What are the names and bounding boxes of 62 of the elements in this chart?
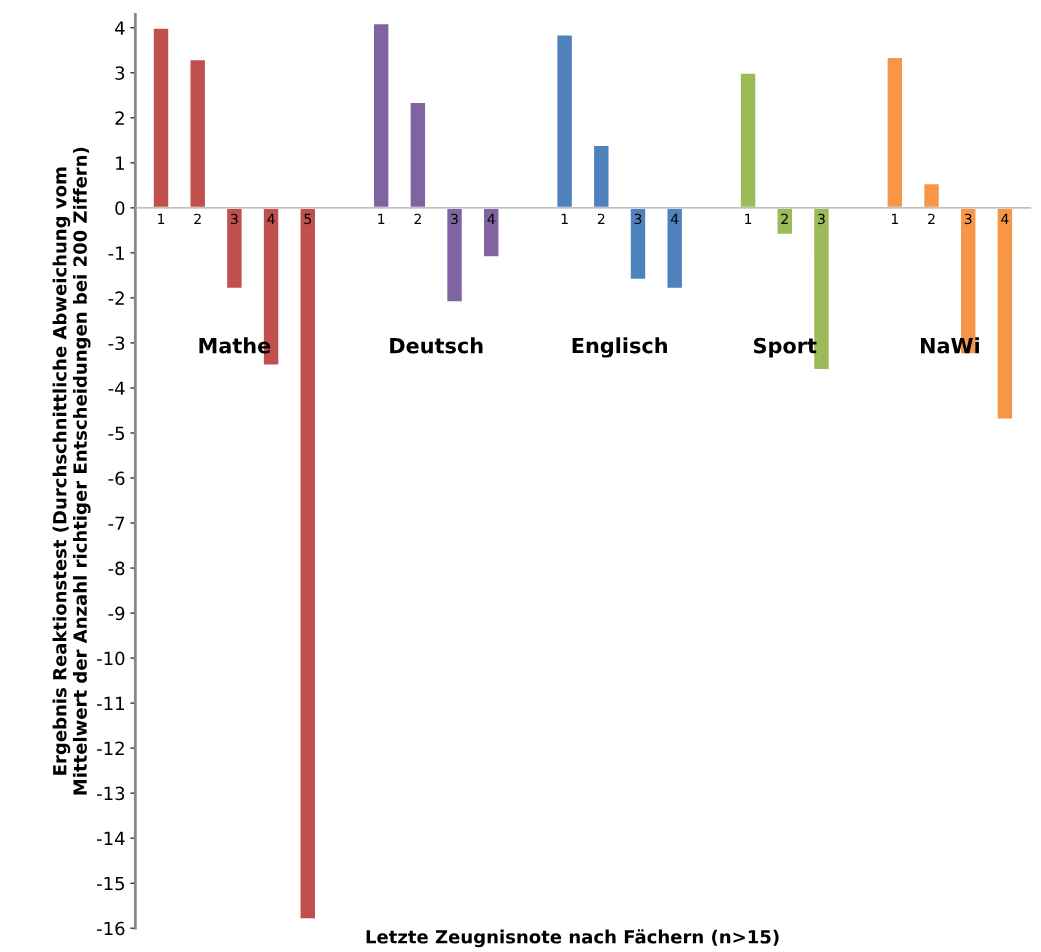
bar xyxy=(628,206,648,281)
bar xyxy=(775,206,795,236)
bar xyxy=(481,206,501,259)
y-tick-label: -2 xyxy=(108,291,124,305)
y-tick-label: -15 xyxy=(97,876,125,891)
y-tick-label: 4 xyxy=(115,21,125,35)
bar xyxy=(885,56,905,209)
x-tick-label: 3 xyxy=(634,213,642,225)
y-tick-label: -8 xyxy=(108,561,125,576)
bar xyxy=(555,33,574,209)
x-tick-label: 5 xyxy=(304,213,311,225)
y-tick-label: -13 xyxy=(97,786,125,801)
x-tick-label: 3 xyxy=(818,213,825,225)
x-tick-label: 1 xyxy=(378,213,385,224)
x-tick-label: 4 xyxy=(1001,213,1009,224)
y-tick-label: -6 xyxy=(108,471,125,486)
y-tick-label: -1 xyxy=(108,246,124,260)
x-tick-label: 4 xyxy=(267,213,275,224)
y-tick-label: -7 xyxy=(108,516,125,530)
y-tick-label: -11 xyxy=(97,696,124,710)
x-tick-label: 1 xyxy=(158,213,165,224)
bar xyxy=(922,182,941,209)
bar xyxy=(408,101,428,209)
y-tick-label: 0 xyxy=(115,201,125,215)
y-tick-label: -16 xyxy=(97,921,125,936)
y-tick-label: -14 xyxy=(97,831,125,846)
x-tick-label: 2 xyxy=(781,213,788,224)
x-tick-label: 3 xyxy=(964,213,972,225)
bar xyxy=(298,206,318,921)
y-tick-label: 2 xyxy=(115,111,124,125)
y-tick-label: 3 xyxy=(115,66,125,80)
x-tick-label: 1 xyxy=(891,213,898,224)
x-tick-label: 2 xyxy=(928,213,935,224)
x-axis-title: Letzte Zeugnisnote nach Fächern (n>15) xyxy=(366,929,779,948)
x-tick-label: 4 xyxy=(487,213,495,224)
x-tick-label: 1 xyxy=(561,213,568,224)
y-tick-label: -3 xyxy=(108,336,125,351)
bar xyxy=(225,206,244,290)
y-tick-label: -5 xyxy=(108,426,125,441)
bar xyxy=(445,206,464,304)
x-tick-label: 1 xyxy=(745,213,752,224)
bar xyxy=(665,206,684,290)
bar xyxy=(592,143,611,209)
y-tick-label: -9 xyxy=(108,606,125,621)
bar xyxy=(151,26,171,209)
y-tick-label: -10 xyxy=(97,651,125,666)
x-tick-label: 3 xyxy=(451,213,458,225)
bar xyxy=(188,58,207,209)
x-tick-label: 2 xyxy=(597,213,605,224)
bar xyxy=(371,22,391,209)
y-tick-label: 1 xyxy=(116,156,124,170)
bar xyxy=(738,71,758,209)
annotation: Deutsch xyxy=(390,337,483,354)
x-tick-label: 2 xyxy=(414,213,421,224)
y-tick-label: -12 xyxy=(97,741,124,755)
annotation: Englisch xyxy=(572,337,667,358)
y-tick-label: -4 xyxy=(108,381,125,395)
x-tick-label: 3 xyxy=(231,213,238,225)
y-axis-title: Ergebnis Reaktionstest (Durchschnittliche Abweichung vom Mittelwert der Anzahl richtiger Entscheidungen bei 200 Ziffern) xyxy=(52,147,91,795)
bar xyxy=(995,206,1015,421)
x-tick-label: 4 xyxy=(670,213,679,224)
x-tick-label: 2 xyxy=(194,213,201,224)
